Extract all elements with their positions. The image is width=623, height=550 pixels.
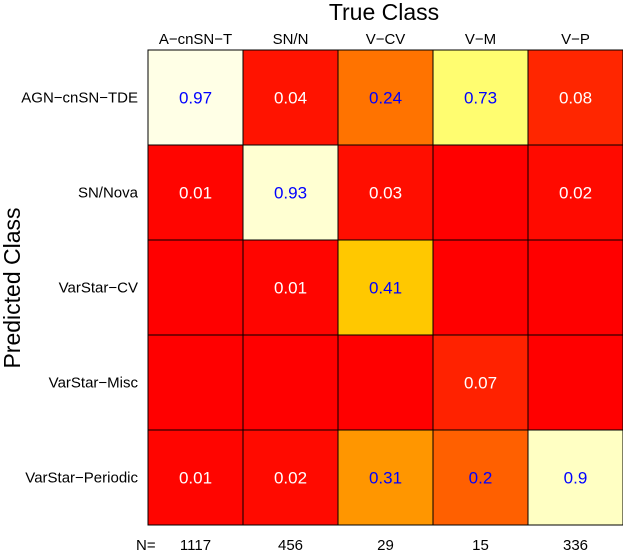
count-value: 29 <box>377 537 394 550</box>
heatmap-cell <box>527 49 623 146</box>
count-value: 456 <box>278 537 303 550</box>
heatmap-cells: 0.97 0.04 0.24 0.73 0.08 0.01 0.93 0.03 0.02 0.01… <box>147 49 623 526</box>
cell-value-label: 0.03 <box>369 184 402 203</box>
cell-value-label: 0.97 <box>179 89 212 108</box>
cell-value-label: 0.73 <box>464 89 497 108</box>
heatmap-cell <box>242 429 339 526</box>
heatmap-cell <box>242 334 339 431</box>
count-value: 1117 <box>180 537 211 550</box>
heatmap-cell <box>527 334 623 431</box>
cell-value-label: 0.01 <box>179 184 212 203</box>
y-tick-label: SN/Nova <box>78 185 139 202</box>
cell-value-label: 0.04 <box>274 89 307 108</box>
heatmap-cell <box>337 334 434 431</box>
x-tick-label: A−cnSN−T <box>159 31 232 48</box>
heatmap-cell <box>147 239 244 336</box>
cell-value-label: 0.07 <box>464 374 497 393</box>
heatmap-cell <box>527 144 623 241</box>
y-tick-labels: AGN−cnSN−TDE SN/Nova VarStar−CV VarStar−Mis… <box>21 90 138 487</box>
heatmap-cell <box>147 334 244 431</box>
heatmap-cell <box>527 429 623 526</box>
y-tick-label: VarStar−Periodic <box>25 470 138 487</box>
cell-value-label: 0.01 <box>179 469 212 488</box>
y-tick-label: VarStar−Misc <box>49 375 139 392</box>
heatmap-cell <box>432 429 529 526</box>
x-tick-label: V−M <box>465 31 496 48</box>
count-row: N= 1117 456 29 15 336 <box>136 537 588 550</box>
cell-value-label: 0.24 <box>369 89 402 108</box>
cell-value-label: 0.02 <box>274 469 307 488</box>
heatmap-cell <box>337 429 434 526</box>
chart-title: True Class <box>329 0 439 25</box>
heatmap-cell <box>432 144 529 241</box>
heatmap-cell <box>527 239 623 336</box>
heatmap-cell <box>242 49 339 146</box>
heatmap-cell <box>242 239 339 336</box>
heatmap-cell <box>147 429 244 526</box>
cell-value-label: 0.02 <box>559 184 592 203</box>
x-tick-label: SN/N <box>273 31 309 48</box>
y-tick-label: AGN−cnSN−TDE <box>21 90 138 107</box>
counts-label: N= <box>136 537 156 550</box>
cell-value-label: 0.93 <box>274 184 307 203</box>
cell-value-label: 0.2 <box>469 469 493 488</box>
cell-value-label: 0.08 <box>559 89 592 108</box>
cell-value-label: 0.01 <box>274 279 307 298</box>
cell-value-label: 0.9 <box>564 469 588 488</box>
heatmap-cell <box>147 49 244 146</box>
heatmap-cell <box>432 239 529 336</box>
x-tick-labels: A−cnSN−T SN/N V−CV V−M V−P <box>159 31 590 48</box>
cell-value-label: 0.31 <box>369 469 402 488</box>
y-tick-label: VarStar−CV <box>59 280 138 297</box>
heatmap-cell <box>337 49 434 146</box>
count-value: 15 <box>472 537 489 550</box>
heatmap-cell <box>147 144 244 241</box>
y-axis-label: Predicted Class <box>0 207 25 368</box>
x-tick-label: V−CV <box>366 31 406 48</box>
cell-value-label: 0.41 <box>369 279 402 298</box>
heatmap-cell <box>432 49 529 146</box>
heatmap-cell <box>242 144 339 241</box>
x-tick-label: V−P <box>561 31 590 48</box>
count-value: 336 <box>563 537 588 550</box>
